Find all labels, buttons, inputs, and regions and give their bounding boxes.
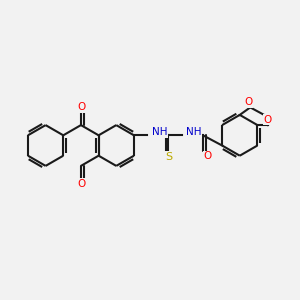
- Text: O: O: [78, 102, 86, 112]
- Text: S: S: [165, 152, 172, 162]
- Text: NH: NH: [186, 127, 202, 137]
- Text: O: O: [203, 151, 211, 161]
- Text: O: O: [78, 179, 86, 189]
- Text: O: O: [244, 97, 253, 107]
- Text: NH: NH: [152, 127, 167, 137]
- Text: O: O: [264, 115, 272, 125]
